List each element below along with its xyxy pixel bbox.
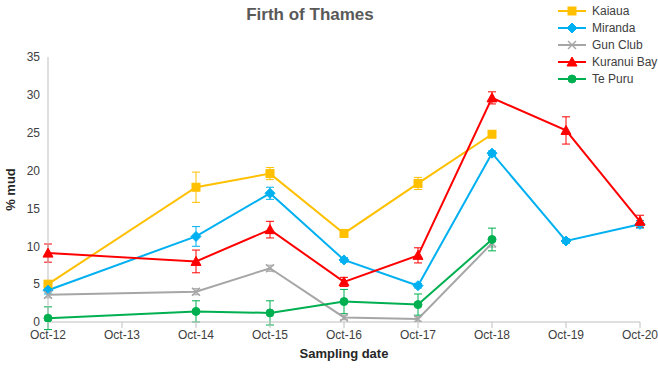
html-text:Miranda: Miranda bbox=[592, 20, 636, 35]
svg-text:Sampling date: Sampling date bbox=[300, 346, 389, 361]
svg-text:15: 15 bbox=[27, 202, 41, 216]
svg-text:20: 20 bbox=[27, 164, 41, 178]
svg-text:Oct-15: Oct-15 bbox=[252, 328, 288, 342]
svg-text:25: 25 bbox=[27, 126, 41, 140]
svg-text:35: 35 bbox=[27, 50, 41, 64]
html-text:Kaiaua: Kaiaua bbox=[592, 3, 630, 18]
html-text:Gun Club: Gun Club bbox=[592, 37, 643, 52]
svg-text:% mud: % mud bbox=[8, 168, 18, 211]
svg-text:Oct-19: Oct-19 bbox=[548, 328, 584, 342]
svg-text:30: 30 bbox=[27, 88, 41, 102]
svg-text:Oct-16: Oct-16 bbox=[326, 328, 362, 342]
svg-text:10: 10 bbox=[27, 240, 41, 254]
svg-text:Oct-17: Oct-17 bbox=[400, 328, 436, 342]
svg-text:5: 5 bbox=[33, 277, 40, 291]
html-text:Te Puru: Te Puru bbox=[592, 71, 634, 86]
svg-text:0: 0 bbox=[33, 315, 40, 329]
svg-text:Oct-13: Oct-13 bbox=[104, 328, 140, 342]
svg-text:Oct-14: Oct-14 bbox=[178, 328, 214, 342]
html-text:Kuranui Bay: Kuranui Bay bbox=[592, 54, 658, 69]
svg-text:Oct-12: Oct-12 bbox=[30, 328, 66, 342]
svg-text:Oct-20: Oct-20 bbox=[622, 328, 650, 342]
html-text:Firth of Thames: Firth of Thames bbox=[246, 5, 374, 24]
svg-text:Oct-18: Oct-18 bbox=[474, 328, 510, 342]
